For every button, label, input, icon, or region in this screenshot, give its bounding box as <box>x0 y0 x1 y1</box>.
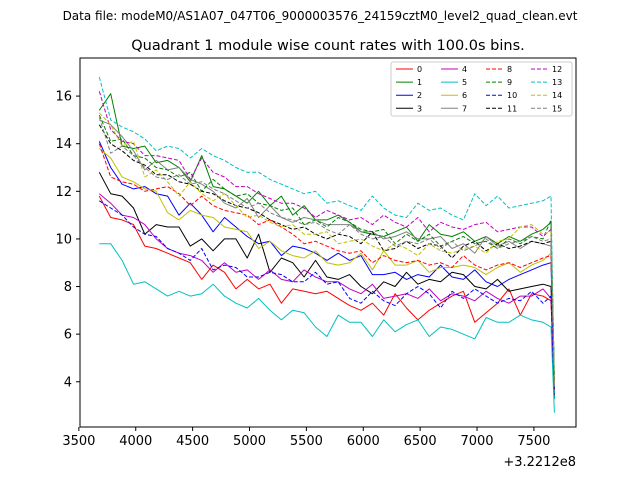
suptitle: Data file: modeM0/AS1A07_047T06_90000035… <box>63 9 578 23</box>
x-tick-label: 7000 <box>460 434 493 449</box>
series-line-13 <box>98 76 555 401</box>
legend-label-2: 2 <box>417 91 422 100</box>
axis-layer: 3500 4000 4500 5000 5500 6000 6500 7000 7500 4 6 8 1… <box>55 90 550 449</box>
chart-title: Quadrant 1 module wise count rates with … <box>131 38 525 54</box>
series-line-2 <box>98 141 555 394</box>
series-line-8 <box>98 143 555 389</box>
x-tick-label: 4500 <box>176 434 209 449</box>
legend-label-11: 11 <box>507 104 517 113</box>
series-line-5 <box>99 243 555 413</box>
x-tick-label: 7500 <box>517 434 550 449</box>
legend-label-7: 7 <box>462 104 467 113</box>
legend-label-8: 8 <box>507 65 512 74</box>
series-line-10 <box>99 200 555 397</box>
x-tick-label: 3500 <box>62 434 95 449</box>
series-layer <box>98 76 555 413</box>
x-offset-label: +3.2212e8 <box>503 455 576 470</box>
y-tick-label: 14 <box>55 137 72 152</box>
y-tick-label: 10 <box>55 232 72 247</box>
x-tick-label: 6500 <box>404 434 437 449</box>
legend-label-12: 12 <box>552 65 562 74</box>
series-line-0 <box>98 195 555 392</box>
legend-label-13: 13 <box>552 78 562 87</box>
y-tick-label: 4 <box>64 375 72 390</box>
series-line-11 <box>98 124 555 392</box>
x-tick-label: 5500 <box>290 434 323 449</box>
legend-label-0: 0 <box>417 65 422 74</box>
legend-label-10: 10 <box>507 91 517 100</box>
y-tick-label: 6 <box>64 328 72 343</box>
legend-label-3: 3 <box>417 104 422 113</box>
x-tick-label: 4000 <box>119 434 152 449</box>
series-line-15 <box>98 117 555 387</box>
legend-label-4: 4 <box>462 65 467 74</box>
x-tick-label: 6000 <box>347 434 380 449</box>
series-line-4 <box>98 193 555 389</box>
legend-box <box>390 61 573 117</box>
legend-label-14: 14 <box>552 91 562 100</box>
series-line-3 <box>98 172 555 399</box>
y-tick-label: 16 <box>55 90 72 105</box>
legend-label-9: 9 <box>507 78 512 87</box>
legend-label-1: 1 <box>417 78 422 87</box>
y-tick-label: 12 <box>55 185 72 200</box>
series-line-7 <box>99 119 555 385</box>
legend-label-5: 5 <box>462 78 467 87</box>
x-tick-label: 5000 <box>233 434 266 449</box>
series-line-6 <box>98 148 555 387</box>
series-line-12 <box>98 91 555 394</box>
plot-frame <box>79 57 577 428</box>
legend-label-6: 6 <box>462 91 467 100</box>
legend-label-15: 15 <box>552 104 562 113</box>
series-line-14 <box>98 112 555 385</box>
series-line-9 <box>98 114 555 380</box>
y-tick-label: 8 <box>64 280 72 295</box>
